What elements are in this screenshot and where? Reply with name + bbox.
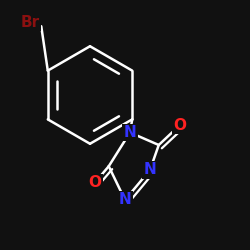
Text: Br: Br	[20, 15, 40, 30]
Text: N: N	[144, 162, 156, 178]
Text: O: O	[88, 175, 102, 190]
Text: O: O	[174, 118, 186, 132]
Text: N: N	[124, 125, 136, 140]
Text: N: N	[119, 192, 132, 208]
